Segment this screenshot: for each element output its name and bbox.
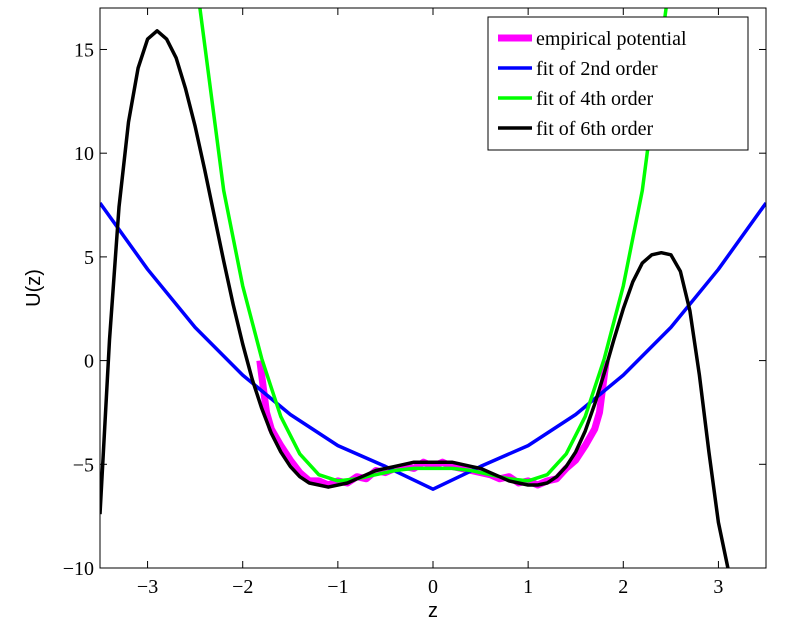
series-line-fit-of-6th-order (100, 29, 730, 568)
y-tick-label: 5 (84, 247, 94, 269)
y-tick-label: −5 (73, 454, 94, 476)
legend-label: fit of 6th order (536, 118, 654, 140)
series-layer (100, 8, 766, 568)
y-tick-label: 10 (74, 143, 94, 165)
x-tick-label: −3 (137, 576, 158, 598)
legend: empirical potential fit of 2nd order fit o… (487, 16, 749, 151)
y-tick-label: −10 (63, 558, 94, 580)
x-tick-label: 2 (618, 576, 628, 598)
series-line-fit-of-4th-order (198, 8, 668, 483)
x-axis-label: z (428, 600, 438, 622)
y-tick-label: 15 (74, 39, 94, 61)
x-tick-label: 1 (523, 576, 533, 598)
series-line-fit-of-2nd-order (100, 201, 766, 491)
x-tick-label: −2 (232, 576, 253, 598)
y-tick-label: 0 (84, 351, 94, 373)
y-axis-label: U(z) (23, 269, 45, 307)
legend-label: fit of 2nd order (536, 58, 658, 80)
legend-label: fit of 4th order (536, 88, 654, 110)
x-tick-label: −1 (327, 576, 348, 598)
x-tick-label: 3 (713, 576, 723, 598)
x-tick-label: 0 (428, 576, 438, 598)
legend-label: empirical potential (536, 28, 687, 50)
